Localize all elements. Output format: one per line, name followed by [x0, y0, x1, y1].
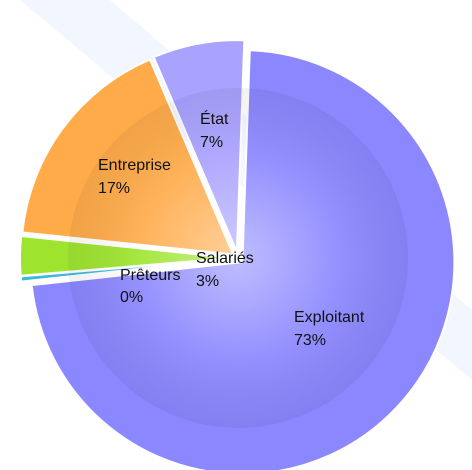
slice-value-salaries: 3% — [196, 273, 219, 290]
slice-value-entreprise: 17% — [98, 180, 130, 197]
slice-value-preteurs: 0% — [120, 289, 143, 306]
slice-label-salaries: Salariés — [196, 250, 254, 267]
slice-value-exploitant: 73% — [294, 332, 326, 349]
slice-label-preteurs: Prêteurs — [120, 267, 180, 284]
pie-labels: Exploitant 73% Prêteurs 0% Salariés 3% E… — [98, 109, 365, 349]
slice-label-exploitant: Exploitant — [294, 309, 365, 326]
slice-value-etat: 7% — [200, 134, 223, 151]
slice-label-entreprise: Entreprise — [98, 157, 171, 174]
slice-label-etat: État — [200, 109, 229, 128]
